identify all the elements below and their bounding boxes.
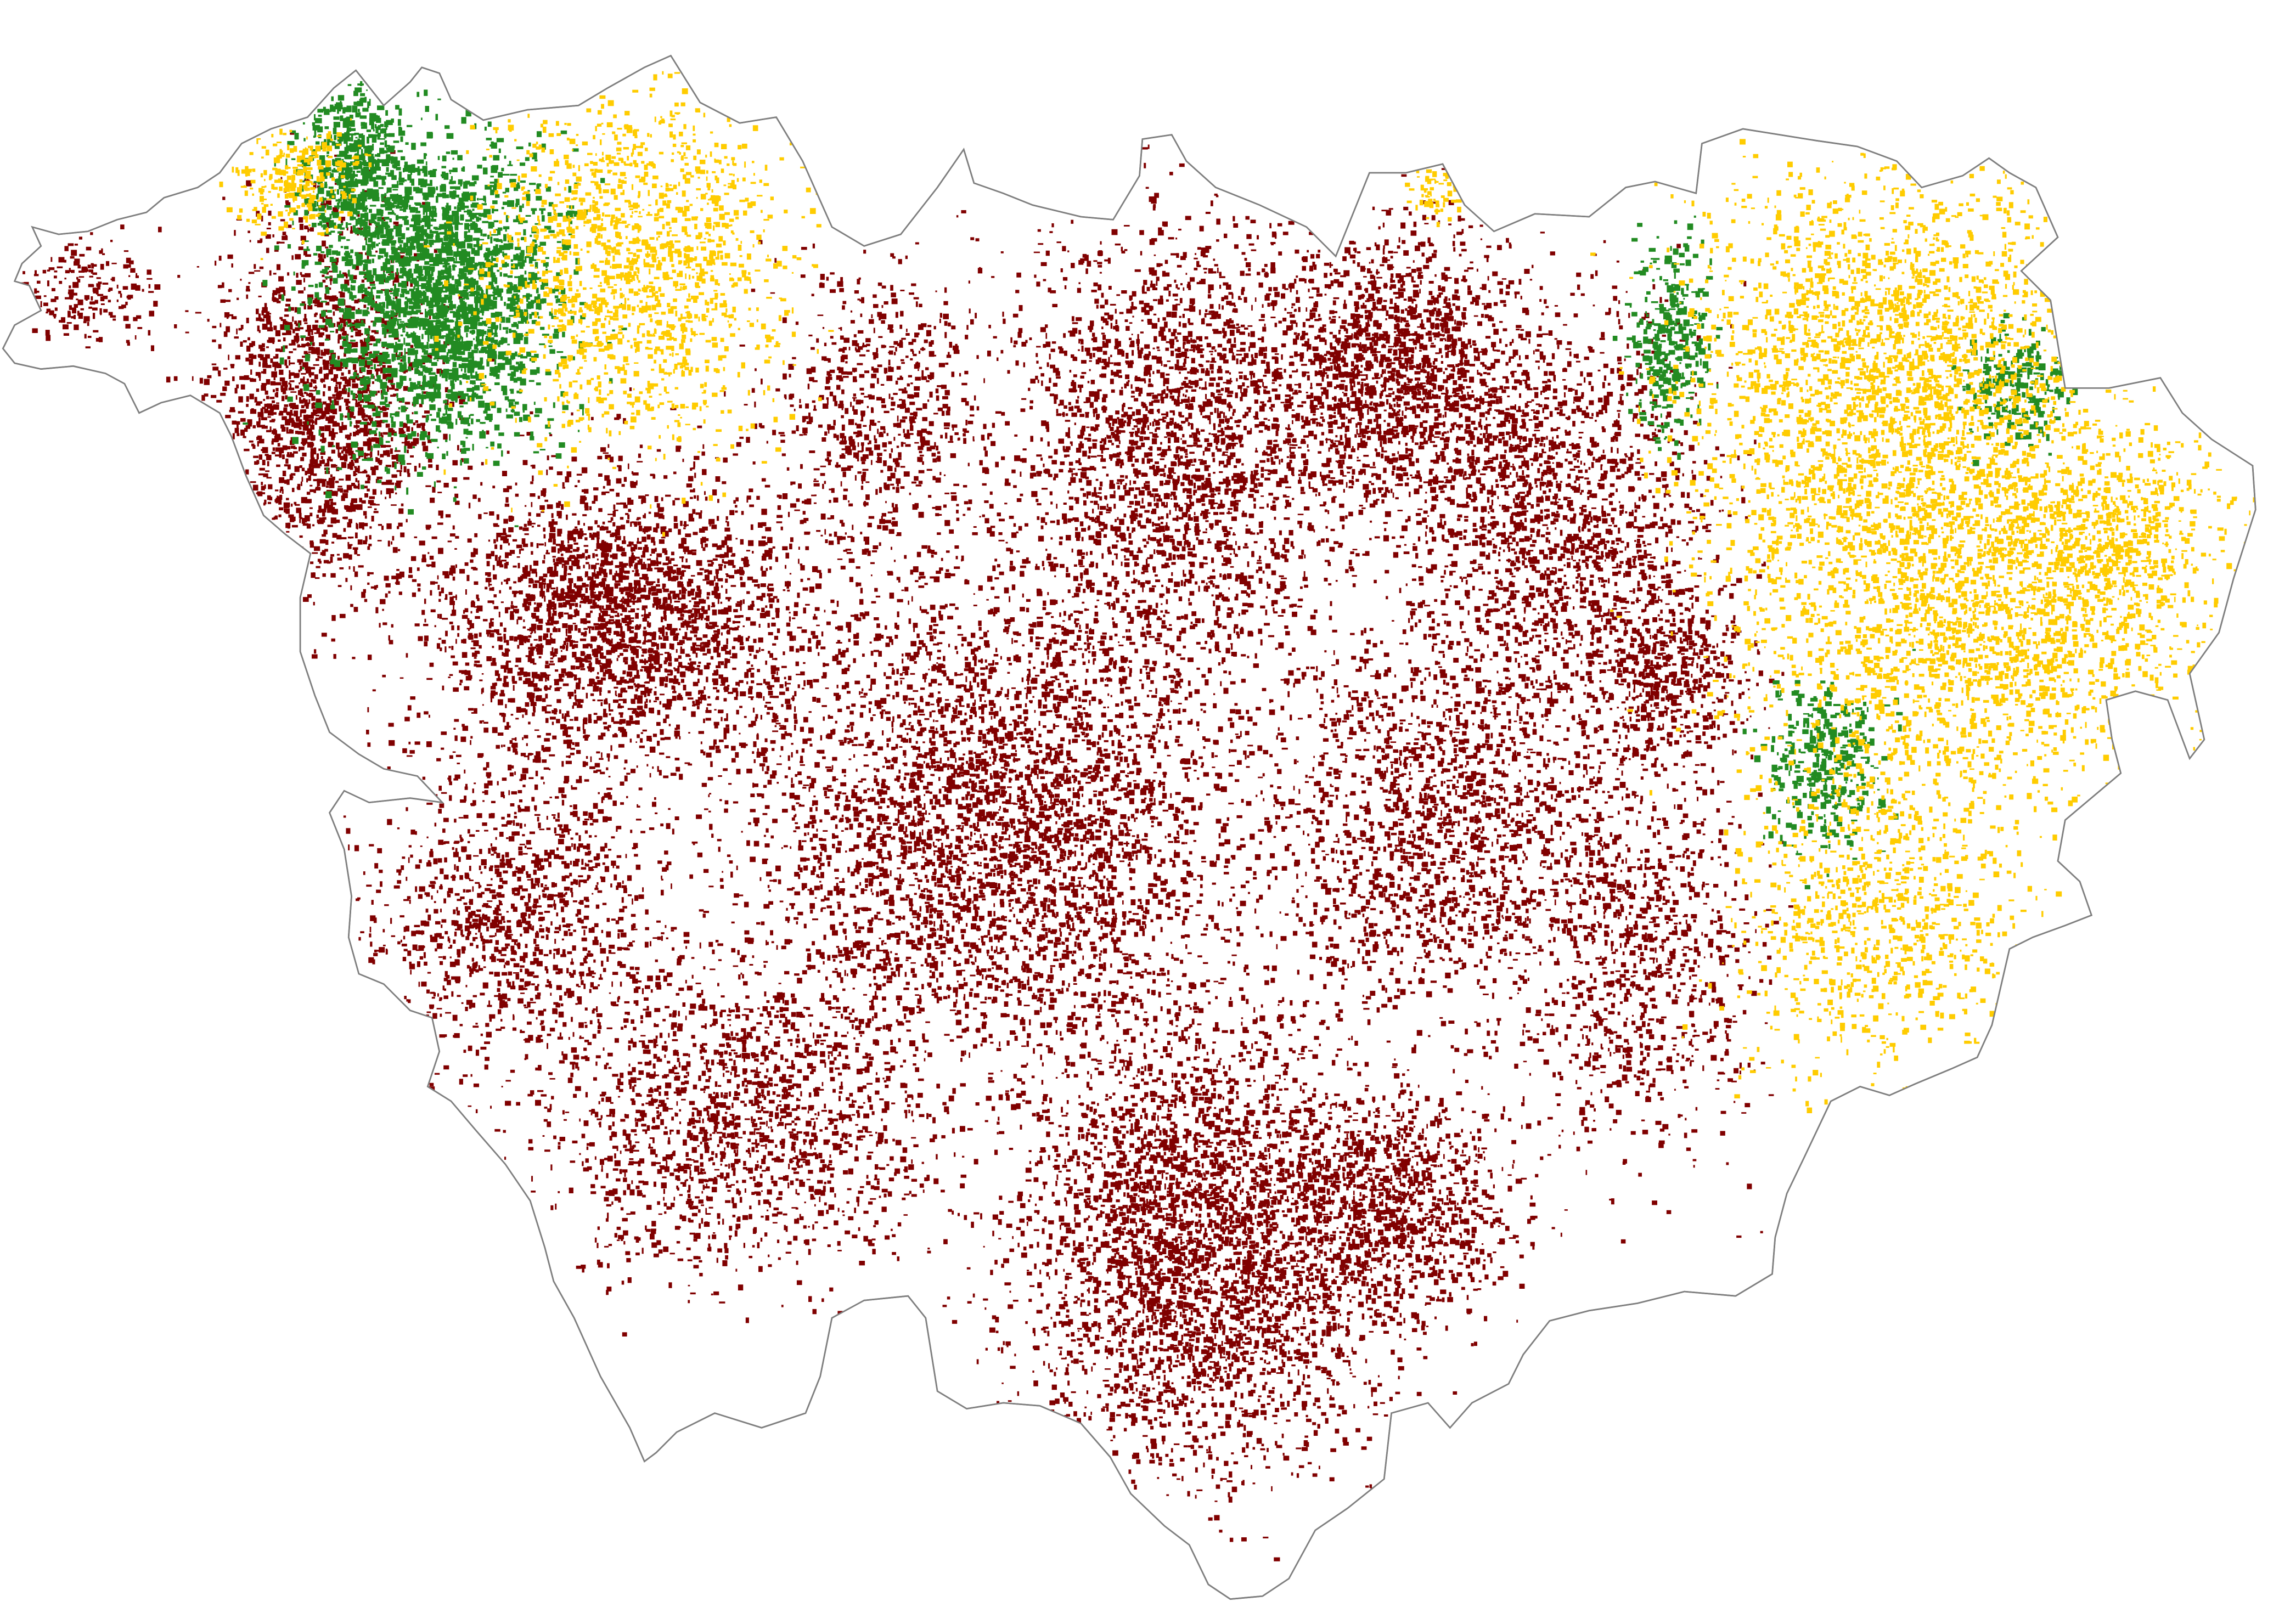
green-class-layer (243, 81, 2078, 889)
dark-red-class-layer (20, 132, 1793, 1561)
dark-red-patches (20, 132, 1793, 1561)
green-patches (243, 81, 2078, 889)
region-outline-stroke (2, 54, 2257, 1600)
